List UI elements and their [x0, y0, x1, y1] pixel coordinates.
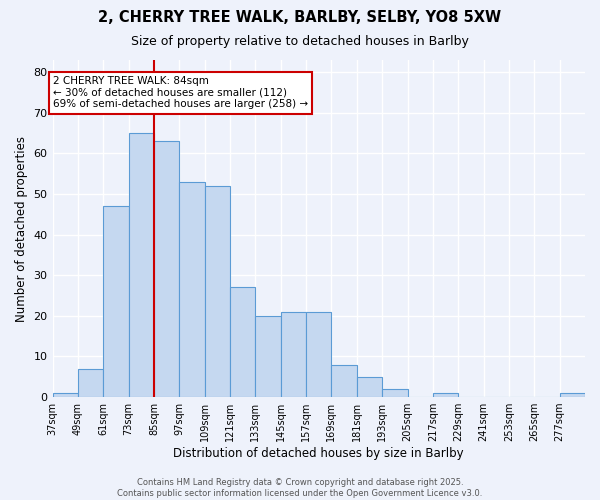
Bar: [382, 389, 407, 397]
Bar: [433, 393, 458, 397]
Bar: [281, 312, 306, 397]
Bar: [128, 133, 154, 397]
Bar: [103, 206, 128, 397]
Bar: [205, 186, 230, 397]
Bar: [78, 368, 103, 397]
Bar: [230, 288, 256, 397]
Bar: [357, 377, 382, 397]
Bar: [306, 312, 331, 397]
X-axis label: Distribution of detached houses by size in Barlby: Distribution of detached houses by size …: [173, 447, 464, 460]
Text: 2 CHERRY TREE WALK: 84sqm
← 30% of detached houses are smaller (112)
69% of semi: 2 CHERRY TREE WALK: 84sqm ← 30% of detac…: [53, 76, 308, 110]
Bar: [560, 393, 585, 397]
Bar: [154, 141, 179, 397]
Bar: [53, 393, 78, 397]
Bar: [256, 316, 281, 397]
Text: 2, CHERRY TREE WALK, BARLBY, SELBY, YO8 5XW: 2, CHERRY TREE WALK, BARLBY, SELBY, YO8 …: [98, 10, 502, 25]
Y-axis label: Number of detached properties: Number of detached properties: [15, 136, 28, 322]
Text: Contains HM Land Registry data © Crown copyright and database right 2025.
Contai: Contains HM Land Registry data © Crown c…: [118, 478, 482, 498]
Bar: [179, 182, 205, 397]
Text: Size of property relative to detached houses in Barlby: Size of property relative to detached ho…: [131, 35, 469, 48]
Bar: [331, 364, 357, 397]
